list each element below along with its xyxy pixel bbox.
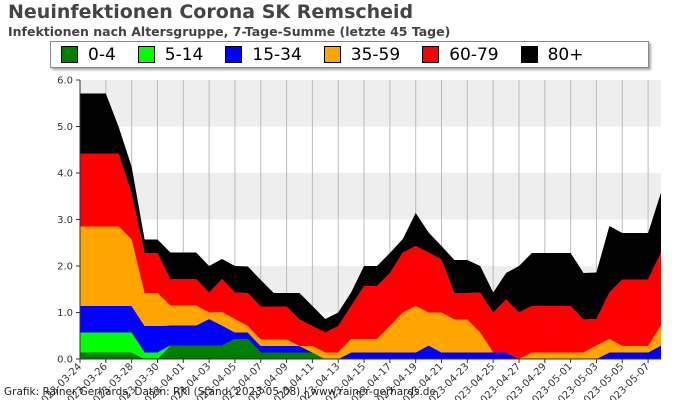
area-0-4	[80, 339, 661, 359]
grid-band	[80, 80, 661, 127]
chart-subtitle: Infektionen nach Altersgruppe, 7-Tage-Su…	[8, 24, 451, 39]
chart-legend: 0-4 5-14 15-34 35-59 60-79 80+	[50, 41, 649, 68]
y-tick-label: 6.0	[57, 76, 73, 87]
legend-label-5-14: 5-14	[164, 44, 204, 65]
legend-label-0-4: 0-4	[88, 44, 116, 65]
y-tick-label: 4.0	[57, 169, 73, 180]
y-tick-label: 2.0	[57, 262, 73, 273]
legend-label-35-59: 35-59	[350, 44, 401, 65]
legend-label-15-34: 15-34	[252, 44, 302, 65]
area-60-79	[80, 153, 661, 359]
area-80-plus	[80, 93, 661, 333]
y-tick-label: 3.0	[57, 215, 73, 226]
legend-item-60-79: 60-79	[422, 44, 499, 65]
chart-title: Neuinfektionen Corona SK Remscheid	[8, 1, 414, 23]
legend-label-80-plus: 80+	[547, 44, 584, 65]
y-tick-label: 0.0	[57, 355, 73, 366]
legend-swatch-35-59	[323, 46, 341, 63]
chart-footer: Grafik: Rainer Gerhards, Daten: RKI (Sta…	[4, 386, 436, 398]
y-tick-label: 5.0	[57, 122, 73, 133]
legend-swatch-60-79	[422, 46, 440, 63]
grid-band	[80, 173, 661, 220]
area-15-34	[80, 306, 661, 359]
legend-item-35-59: 35-59	[323, 44, 401, 65]
y-tick-label: 1.0	[57, 308, 73, 319]
legend-swatch-80-plus	[520, 46, 538, 63]
legend-swatch-0-4	[61, 46, 78, 63]
legend-swatch-5-14	[137, 46, 155, 63]
legend-item-15-34: 15-34	[225, 44, 302, 65]
legend-swatch-15-34	[225, 46, 243, 63]
legend-item-5-14: 5-14	[137, 44, 204, 65]
legend-item-80-plus: 80+	[520, 44, 584, 65]
legend-label-60-79: 60-79	[449, 44, 499, 65]
legend-item-0-4: 0-4	[61, 45, 116, 65]
area-35-59	[80, 226, 661, 359]
